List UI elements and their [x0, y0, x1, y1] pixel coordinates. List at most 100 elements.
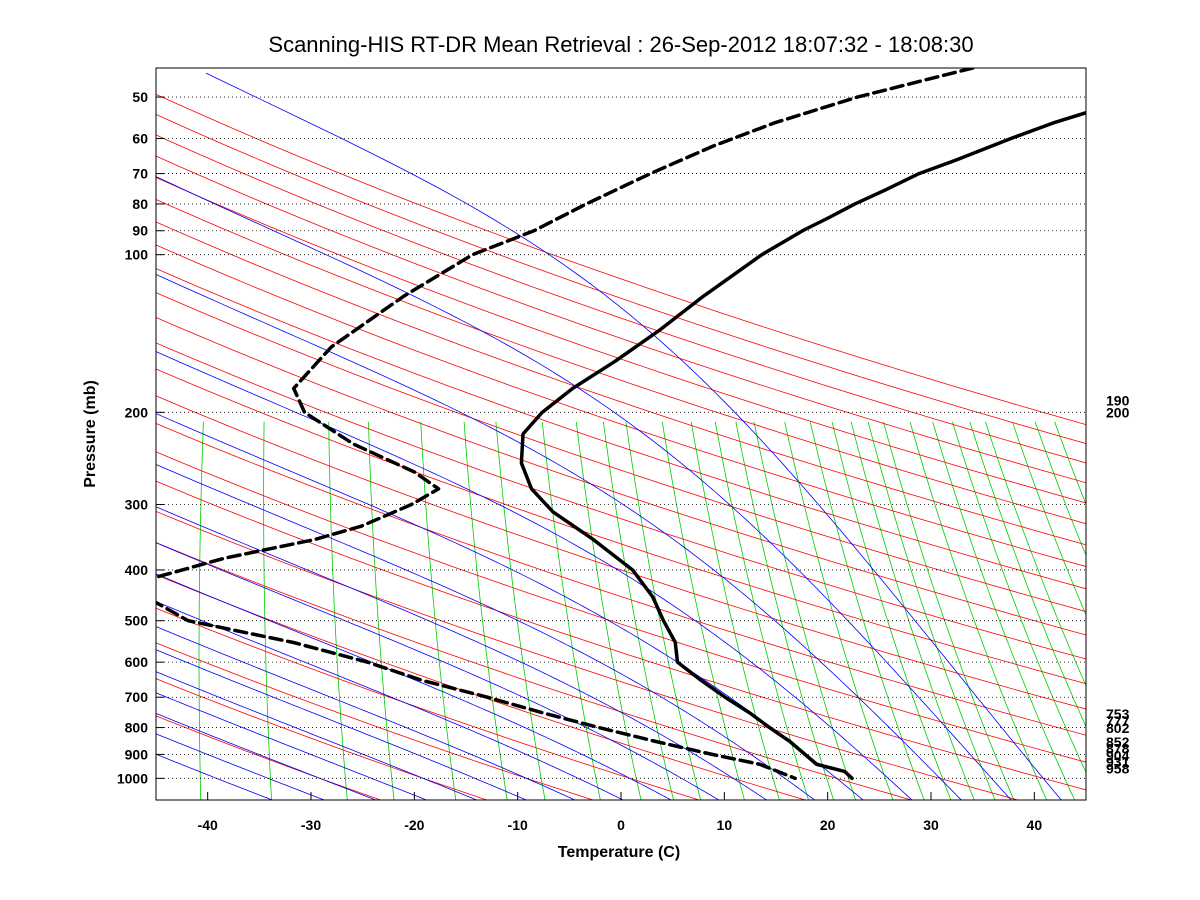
- moist-adiabat-line: [156, 626, 576, 800]
- x-axis-label: Temperature (C): [558, 844, 680, 861]
- y-tick-label: 100: [125, 247, 149, 263]
- x-tick-label: 10: [717, 817, 733, 833]
- y-tick-label: 70: [132, 166, 148, 182]
- x-tick-label: -10: [508, 817, 528, 833]
- mixing-ratio-line: [198, 421, 204, 800]
- mixing-ratio-line: [575, 421, 642, 800]
- y-tick-label: 80: [132, 196, 148, 212]
- moist-adiabat-line: [205, 72, 1062, 800]
- y-tick-label: 50: [132, 89, 148, 105]
- dry-adiabat-line: [156, 451, 1086, 763]
- dry-adiabat-line: [156, 510, 1018, 800]
- mixing-ratio-line: [495, 421, 546, 800]
- mixing-ratio-line: [932, 421, 1075, 800]
- dry-adiabat-line: [156, 642, 593, 800]
- x-tick-label: 20: [820, 817, 836, 833]
- y-tick-label: 90: [132, 223, 148, 239]
- profile-series: [156, 68, 1086, 781]
- moist-adiabat-line: [156, 753, 273, 800]
- mixing-ratio-line: [661, 421, 745, 800]
- mixing-ratio-line: [1054, 421, 1086, 506]
- x-tick-label: 40: [1027, 817, 1043, 833]
- mixing-ratio-line: [714, 421, 809, 800]
- right-pressure-label: 777: [1106, 713, 1130, 729]
- y-axis-label: Pressure (mb): [82, 380, 99, 488]
- dry-adiabat-line: [156, 542, 912, 800]
- x-tick-label: 30: [923, 817, 939, 833]
- dry-adiabat-line: [156, 292, 1086, 612]
- y-tick-label: 400: [125, 562, 149, 578]
- y-tick-label: 300: [125, 497, 149, 513]
- dry-adiabat-line: [156, 155, 1086, 484]
- y-tick-label: 900: [125, 746, 149, 762]
- dry-adiabat-line: [156, 368, 1086, 685]
- x-tick-label: -20: [404, 817, 424, 833]
- moist-adiabat-line: [156, 649, 527, 800]
- mixing-ratio-line: [368, 421, 395, 800]
- right-pressure-label: 931: [1106, 754, 1130, 770]
- background-lines: [156, 72, 1086, 800]
- mixing-ratio-line: [463, 421, 508, 800]
- chart-title: Scanning-HIS RT-DR Mean Retrieval : 26-S…: [268, 32, 973, 57]
- dry-adiabat-line: [156, 423, 1086, 736]
- y-tick-label: 700: [125, 689, 149, 705]
- dry-adiabat-line: [156, 113, 1086, 444]
- dry-adiabat-line: [156, 268, 1086, 590]
- dry-adiabat-line: [156, 317, 1086, 636]
- right-pressure-label: 802: [1106, 720, 1130, 736]
- dewpoint-profile-line: [156, 68, 975, 781]
- dry-adiabat-line: [156, 221, 1086, 546]
- dry-adiabat-line: [156, 607, 700, 800]
- moist-adiabat-line: [156, 506, 767, 800]
- mixing-ratio-line: [831, 421, 952, 800]
- moist-adiabat-line: [156, 601, 624, 800]
- right-pressure-label: 852: [1106, 734, 1130, 750]
- y-tick-label: 200: [125, 404, 149, 420]
- moist-adiabat-line: [156, 273, 962, 800]
- moist-adiabat-line: [156, 692, 427, 800]
- mixing-ratio-line: [909, 421, 1048, 800]
- moist-adiabat-line: [156, 463, 815, 800]
- mixing-ratio-line: [328, 421, 348, 800]
- mixing-ratio-line: [809, 421, 925, 800]
- x-tick-label: 0: [617, 817, 625, 833]
- moist-adiabat-line: [156, 176, 1012, 800]
- dry-adiabat-line: [156, 244, 1086, 567]
- y-axis-ticks: 50 60 70 80 90 100 200 300 400 500 600 700 800 900 100…: [117, 89, 164, 786]
- y-tick-label: 500: [125, 613, 149, 629]
- mixing-ratio-line: [969, 421, 1086, 728]
- x-tick-label: -40: [198, 817, 218, 833]
- dry-adiabat-line: [156, 93, 1086, 426]
- pressure-gridlines: [156, 96, 1086, 779]
- moist-adiabat-line: [156, 671, 477, 800]
- mixing-ratio-line: [1034, 421, 1086, 557]
- dry-adiabat-line: [156, 342, 1086, 660]
- dry-adiabat-line: [156, 574, 806, 800]
- temperature-profile-line: [519, 110, 1086, 781]
- mixing-ratio-line: [753, 421, 856, 800]
- right-pressure-label: 753: [1106, 706, 1130, 722]
- mixing-ratio-line: [602, 421, 674, 800]
- y-tick-label: 1000: [117, 770, 148, 786]
- mixing-ratio-line: [850, 421, 975, 800]
- right-pressure-label: 878: [1106, 741, 1130, 757]
- mixing-ratio-line: [263, 421, 272, 800]
- moist-adiabat-line: [156, 351, 913, 800]
- y-tick-label: 60: [132, 131, 148, 147]
- mixing-ratio-line: [735, 421, 834, 800]
- x-tick-label: -30: [301, 817, 321, 833]
- right-pressure-label: 958: [1106, 761, 1130, 777]
- right-pressure-label: 904: [1106, 747, 1130, 763]
- dry-adiabat-line: [156, 134, 1086, 464]
- x-axis-ticks: -40 -30 -20 -10 0 10 20 30 40: [198, 792, 1043, 833]
- moist-adiabat-line: [156, 573, 672, 800]
- plot-background: [156, 68, 1086, 800]
- dry-adiabat-line: [156, 395, 1086, 710]
- right-pressure-label: 190: [1106, 393, 1130, 409]
- moist-adiabat-line: [156, 542, 719, 800]
- mixing-ratio-line: [420, 421, 457, 800]
- mixing-ratio-line: [867, 421, 996, 800]
- y-tick-label: 600: [125, 654, 149, 670]
